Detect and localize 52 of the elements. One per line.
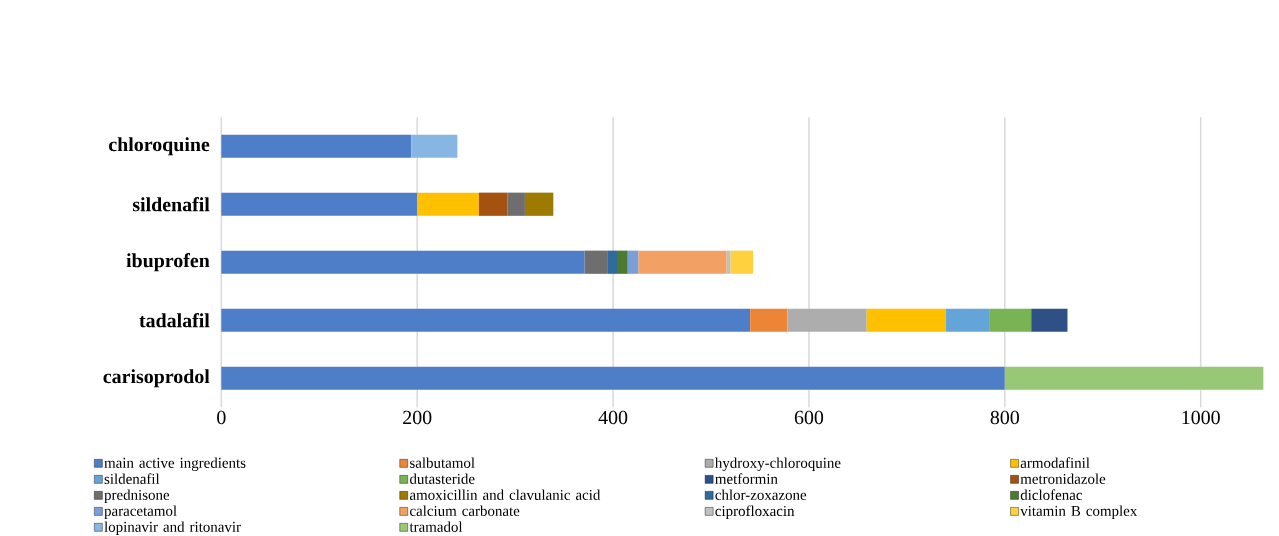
bar (787, 308, 867, 332)
bar (221, 250, 585, 274)
legend-label: ciprofloxacin (715, 505, 795, 520)
bar (1031, 308, 1068, 332)
legend-label: paracetamol (104, 505, 177, 519)
legend-label: metformin (715, 473, 778, 484)
y-tick-label: ibuprofen (126, 253, 210, 272)
bar (411, 134, 458, 158)
legend-label: metronidazole (1020, 473, 1106, 484)
x-tick-label: 200 (403, 410, 432, 425)
legend-label: lopinavir and ritonavir (104, 521, 241, 535)
bar (730, 250, 754, 274)
bar (607, 250, 618, 274)
legend-label: dutasteride (409, 473, 475, 484)
legend-label: salbutamol (410, 457, 475, 468)
x-tick-label: 1000 (1182, 410, 1220, 425)
bar (584, 250, 608, 274)
x-tick-label: 600 (794, 410, 824, 425)
legend-label: vitamin B complex (1020, 505, 1138, 519)
legend-label: diclofenac (1020, 489, 1083, 501)
bar (627, 250, 639, 274)
legend-label: main active ingredients (104, 457, 246, 471)
bar (989, 308, 1032, 332)
bar (221, 192, 418, 216)
x-tick-label: 0 (217, 410, 226, 425)
bar (417, 192, 479, 216)
y-tick-label: tadalafil (139, 313, 210, 328)
bar (221, 366, 1005, 390)
bar (524, 192, 554, 216)
bar (221, 134, 412, 158)
y-tick-label: sildenafil (132, 197, 210, 212)
x-tick-label: 800 (990, 410, 1019, 425)
legend-label: chlor-zoxazone (715, 489, 807, 500)
legend-label: armodafinil (1020, 457, 1090, 468)
bar (478, 192, 508, 216)
bar (507, 192, 525, 216)
bar (221, 308, 751, 332)
bar (1004, 366, 1264, 390)
bar (866, 308, 947, 332)
bar (638, 250, 727, 274)
legend-label: calcium carbonate (410, 505, 520, 516)
legend-label: tramadol (409, 521, 463, 532)
legend-label: prednisone (104, 489, 170, 503)
x-tick-label: 400 (598, 410, 628, 425)
legend-label: amoxicillin and clavulanic acid (409, 489, 601, 500)
bar (617, 250, 628, 274)
y-tick-label: chloroquine (109, 137, 210, 156)
y-tick-label: carisoprodol (103, 369, 210, 388)
legend-label: hydroxy-chloroquine (714, 457, 841, 471)
bar (726, 250, 731, 274)
bar (750, 308, 788, 332)
bar (946, 308, 990, 332)
